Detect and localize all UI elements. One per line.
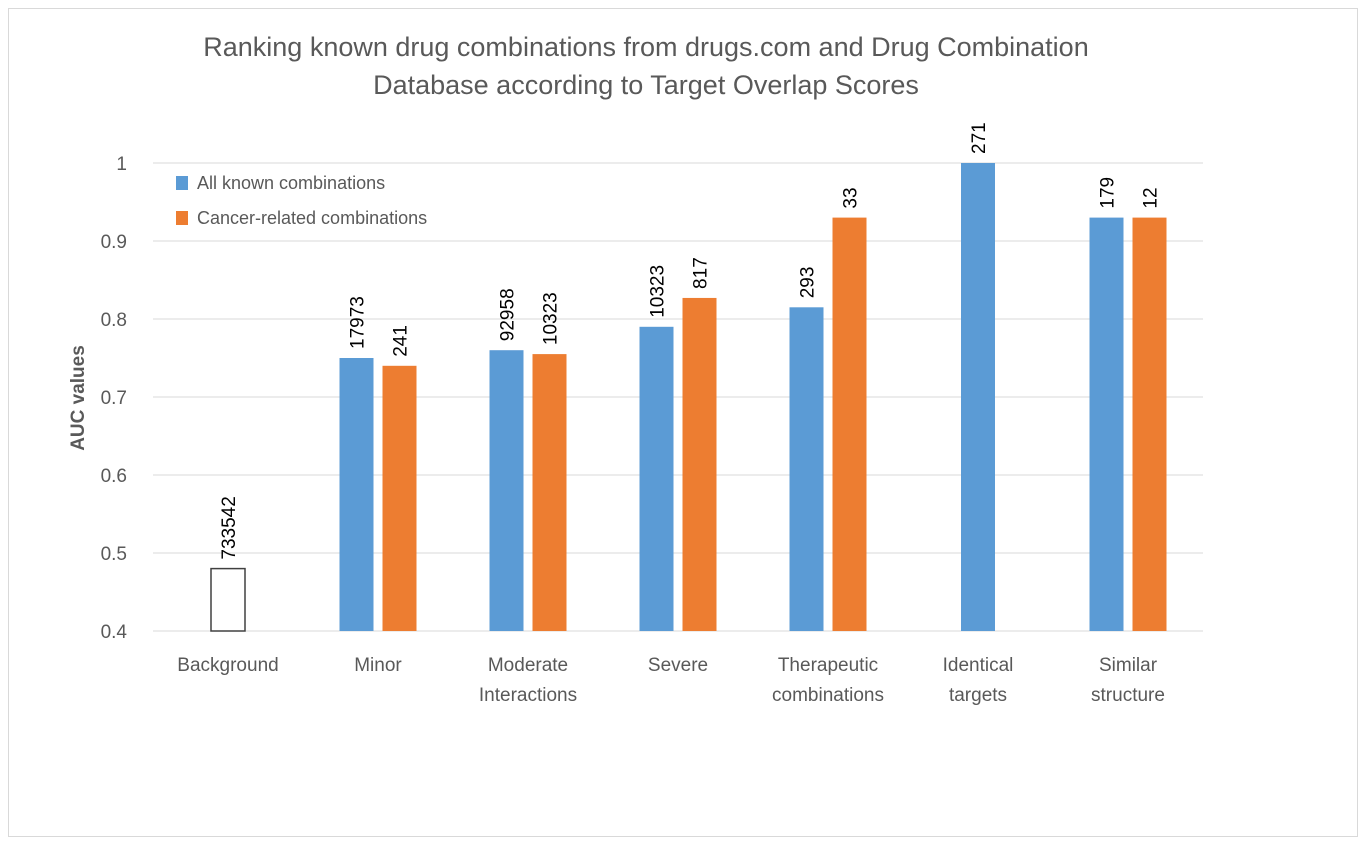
data-label: 10323 — [648, 265, 669, 318]
x-category-label: Minor — [354, 655, 402, 676]
y-tick-label: 0.9 — [101, 232, 127, 253]
x-category-label: Severe — [648, 655, 708, 676]
bar-all-known — [961, 163, 995, 631]
data-label: 33 — [841, 187, 862, 208]
data-label: 271 — [969, 122, 990, 154]
data-labels: 733542 17973 92958 10323 293 271 179 241 10323 81… — [219, 122, 1162, 559]
bar-cancer-related — [682, 297, 717, 631]
data-label: 17973 — [348, 296, 369, 349]
data-label: 293 — [798, 267, 819, 299]
bar-cancer-related — [1132, 217, 1167, 631]
bar-all-known — [339, 358, 374, 631]
x-category-label: Interactions — [479, 685, 577, 706]
x-category-label: combinations — [772, 685, 884, 706]
y-axis-ticks: 0.4 0.5 0.6 0.7 0.8 0.9 1 — [101, 154, 128, 643]
data-label: 817 — [691, 257, 712, 289]
bar-all-known — [789, 307, 824, 631]
bar-all-known — [489, 350, 524, 631]
legend: All known combinations Cancer-related com… — [176, 173, 427, 228]
bars — [210, 163, 1167, 632]
y-tick-label: 0.8 — [101, 310, 127, 331]
data-label: 179 — [1098, 177, 1119, 209]
y-tick-label: 0.7 — [101, 388, 127, 409]
bar-all-known — [639, 326, 674, 631]
y-tick-label: 0.6 — [101, 466, 127, 487]
x-category-label: structure — [1091, 685, 1165, 706]
x-category-label: Therapeutic — [778, 655, 878, 676]
x-category-label: Background — [177, 655, 278, 676]
legend-swatch — [176, 176, 188, 190]
legend-swatch — [176, 211, 188, 225]
data-label: 10323 — [541, 292, 562, 345]
legend-label: Cancer-related combinations — [197, 208, 427, 228]
legend-label: All known combinations — [197, 173, 385, 193]
x-category-label: Identical — [943, 655, 1014, 676]
data-label: 241 — [391, 325, 412, 357]
chart-title-line-2: Database according to Target Overlap Sco… — [373, 70, 919, 100]
bar-cancer-related — [382, 365, 417, 631]
y-axis-label: AUC values — [68, 345, 89, 451]
x-category-label: Moderate — [488, 655, 568, 676]
bar-cancer-related — [832, 217, 867, 631]
y-tick-label: 1 — [116, 154, 127, 175]
x-category-label: targets — [949, 685, 1007, 706]
data-label: 733542 — [219, 496, 240, 559]
y-tick-label: 0.4 — [101, 622, 128, 643]
bar-cancer-related — [532, 354, 567, 631]
chart-title-line-1: Ranking known drug combinations from dru… — [203, 32, 1088, 62]
x-category-label: Similar — [1099, 655, 1158, 676]
data-label: 92958 — [498, 288, 519, 341]
y-tick-label: 0.5 — [101, 544, 127, 565]
bar-all-known — [1089, 217, 1124, 631]
bar-background — [210, 567, 246, 632]
gridlines — [153, 162, 1203, 632]
x-axis-categories: Background Minor Moderate Interactions Sever… — [177, 655, 1165, 706]
data-label: 12 — [1141, 187, 1162, 208]
